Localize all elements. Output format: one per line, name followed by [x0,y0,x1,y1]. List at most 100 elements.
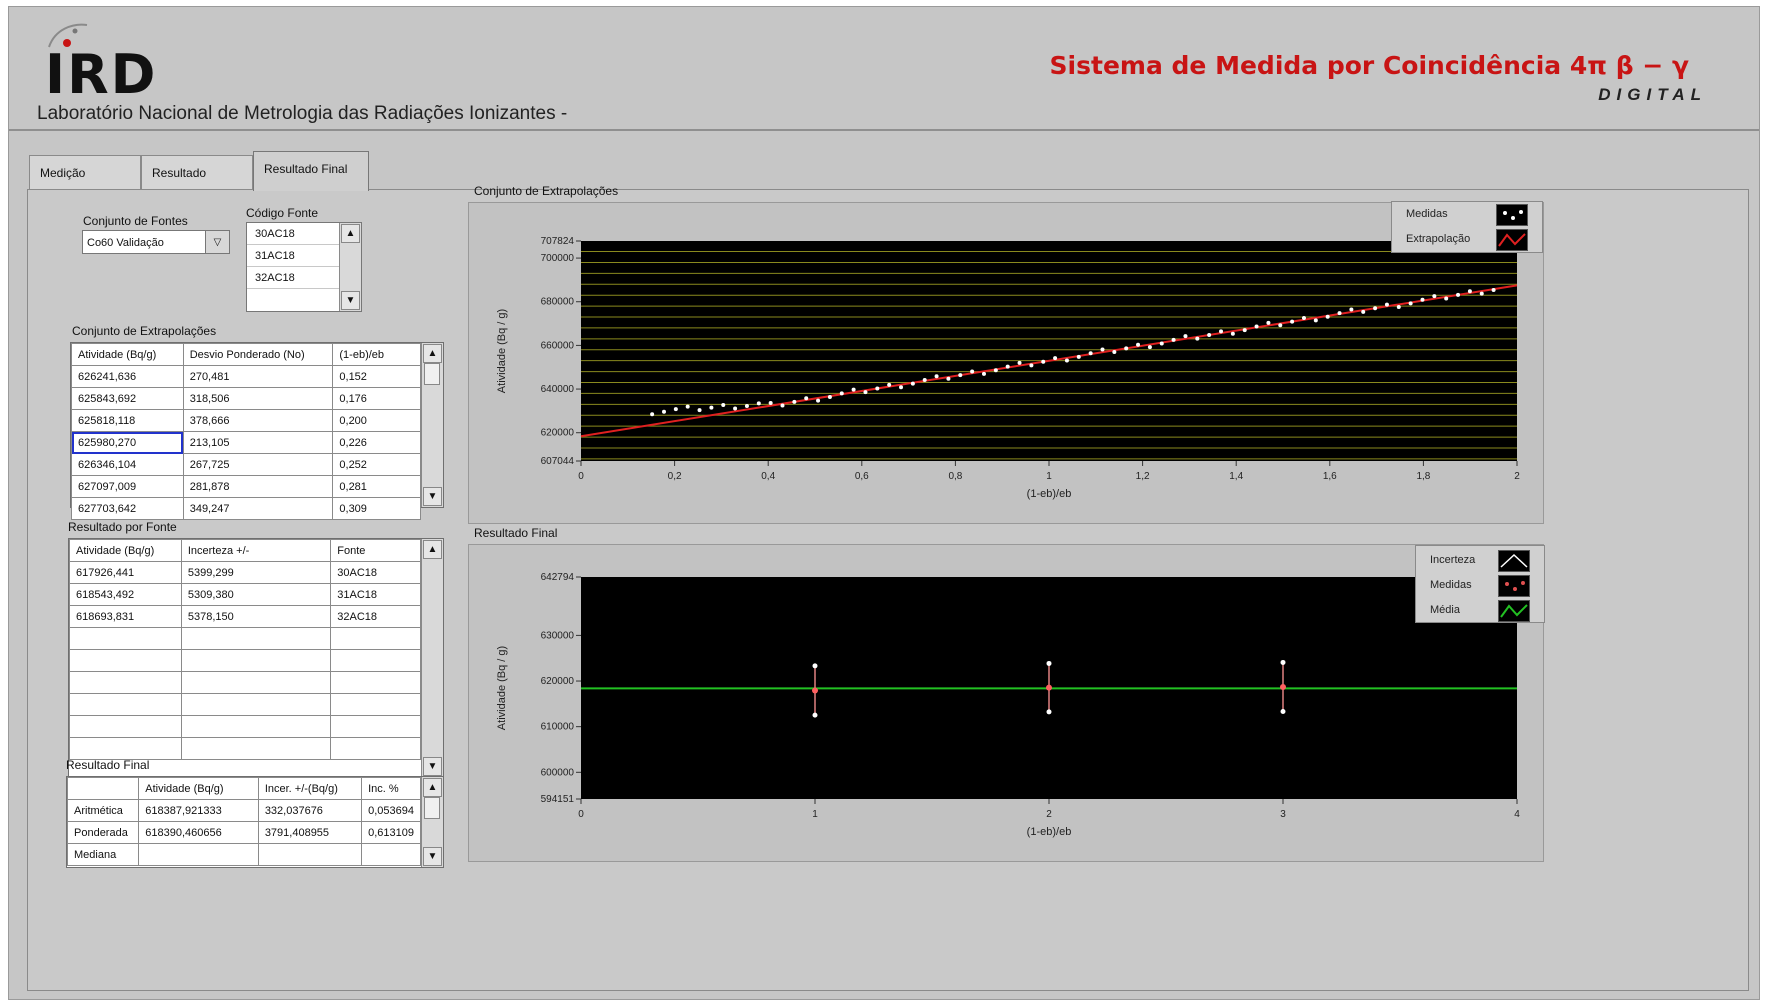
table-row[interactable]: 626346,104 267,725 0,252 [71,453,421,476]
table-cell[interactable] [330,715,421,738]
table-cell[interactable]: 378,666 [182,409,334,432]
scroll-up-icon[interactable]: ▲ [341,224,360,243]
table-cell[interactable]: 5378,150 [180,605,332,628]
table-cell[interactable]: 0,152 [332,365,421,388]
table-cell[interactable]: Mediana [66,843,140,866]
table-cell[interactable]: 626241,636 [71,365,184,388]
table-cell[interactable]: Aritmética [66,799,140,822]
final-results-table[interactable]: Atividade (Bq/g) Incer. +/-(Bq/g) Inc. %… [66,776,444,868]
table-cell[interactable] [69,627,182,650]
table-cell[interactable]: 618543,492 [69,583,182,606]
extrapolation-table[interactable]: Atividade (Bq/g) Desvio Ponderado (No) (… [70,342,444,520]
table-cell[interactable] [180,627,332,650]
table-cell[interactable]: 31AC18 [330,583,421,606]
scroll-up-icon[interactable]: ▲ [423,344,442,363]
table-cell[interactable]: 0,281 [332,475,421,498]
table-cell[interactable]: 3791,408955 [257,821,363,844]
empty-row[interactable] [69,627,421,650]
list-scrollbar[interactable]: ▲ ▼ [339,223,361,311]
table-cell[interactable]: 627703,642 [71,497,184,520]
table-row[interactable]: 625980,270 213,105 0,226 [71,431,421,454]
table-cell[interactable] [330,627,421,650]
table-cell[interactable]: 617926,441 [69,561,182,584]
table-row[interactable]: 625843,692 318,506 0,176 [71,387,421,410]
table-cell[interactable] [180,693,332,716]
table-row[interactable]: 625818,118 378,666 0,200 [71,409,421,432]
table-cell[interactable] [69,693,182,716]
scroll-thumb[interactable] [424,363,440,385]
table-cell[interactable] [180,671,332,694]
table-cell[interactable] [180,649,332,672]
table-row[interactable]: Mediana [66,843,421,866]
table-cell[interactable]: Ponderada [66,821,140,844]
list-item[interactable]: 32AC18 [247,267,339,289]
table-cell[interactable] [138,843,259,866]
source-code-list[interactable]: 30AC18 31AC18 32AC18 ▲ ▼ [246,222,362,312]
table-cell[interactable]: 625980,270 [71,431,184,454]
scroll-down-icon[interactable]: ▼ [423,847,442,866]
table-cell[interactable]: 618387,921333 [138,799,259,822]
table-cell[interactable]: 0,309 [332,497,421,520]
table-cell[interactable]: 32AC18 [330,605,421,628]
table-cell[interactable]: 625843,692 [71,387,184,410]
empty-row[interactable] [69,715,421,738]
table-scrollbar[interactable]: ▲ ▼ [421,539,443,777]
sources-select[interactable]: Co60 Validação ▽ [82,230,230,254]
tab-resultado[interactable]: Resultado [141,155,253,189]
tab-medicao[interactable]: Medição [29,155,141,189]
table-cell[interactable]: 5309,380 [180,583,332,606]
table-cell[interactable]: 349,247 [182,497,334,520]
table-cell[interactable]: 627097,009 [71,475,184,498]
table-cell[interactable] [69,671,182,694]
table-row[interactable]: 627097,009 281,878 0,281 [71,475,421,498]
table-row[interactable]: 618693,831 5378,150 32AC18 [69,605,421,628]
list-item[interactable]: 31AC18 [247,245,339,267]
table-cell[interactable]: 30AC18 [330,561,421,584]
source-results-table[interactable]: Atividade (Bq/g) Incerteza +/- Fonte 617… [68,538,444,778]
table-cell[interactable] [257,843,363,866]
table-cell[interactable]: 618390,460656 [138,821,259,844]
table-cell[interactable]: 626346,104 [71,453,184,476]
table-cell[interactable]: 625818,118 [71,409,184,432]
table-cell[interactable]: 0,053694 [361,799,421,822]
table-cell[interactable] [361,843,421,866]
table-cell[interactable]: 332,037676 [257,799,363,822]
table-cell[interactable] [330,649,421,672]
table-scrollbar[interactable]: ▲ ▼ [421,343,443,507]
table-cell[interactable] [180,715,332,738]
scroll-thumb[interactable] [424,797,440,819]
table-cell[interactable] [330,737,421,760]
scroll-up-icon[interactable]: ▲ [423,540,442,559]
table-cell[interactable]: 0,226 [332,431,421,454]
table-cell[interactable]: 270,481 [182,365,334,388]
table-row[interactable]: 626241,636 270,481 0,152 [71,365,421,388]
empty-row[interactable] [69,649,421,672]
empty-row[interactable] [69,693,421,716]
table-scrollbar[interactable]: ▲ ▼ [421,777,443,867]
table-cell[interactable]: 0,613109 [361,821,421,844]
table-cell[interactable] [69,649,182,672]
table-cell[interactable]: 618693,831 [69,605,182,628]
list-item[interactable]: 30AC18 [247,223,339,245]
table-row[interactable]: Aritmética 618387,921333 332,037676 0,05369… [66,799,421,822]
table-cell[interactable]: 267,725 [182,453,334,476]
table-cell[interactable] [330,671,421,694]
table-cell[interactable]: 281,878 [182,475,334,498]
empty-row[interactable] [69,737,421,760]
table-cell[interactable]: 0,200 [332,409,421,432]
table-cell[interactable]: 0,176 [332,387,421,410]
empty-row[interactable] [69,671,421,694]
table-cell[interactable] [330,693,421,716]
table-cell[interactable]: 5399,299 [180,561,332,584]
dropdown-arrow-icon[interactable]: ▽ [205,231,229,253]
scroll-down-icon[interactable]: ▼ [423,487,442,506]
table-cell[interactable] [180,737,332,760]
scroll-down-icon[interactable]: ▼ [423,757,442,776]
table-cell[interactable]: 213,105 [182,431,334,454]
table-cell[interactable]: 318,506 [182,387,334,410]
table-cell[interactable] [69,737,182,760]
table-row[interactable]: 627703,642 349,247 0,309 [71,497,421,520]
scroll-up-icon[interactable]: ▲ [423,778,442,797]
scroll-down-icon[interactable]: ▼ [341,291,360,310]
tab-resultado-final[interactable]: Resultado Final [253,151,369,191]
